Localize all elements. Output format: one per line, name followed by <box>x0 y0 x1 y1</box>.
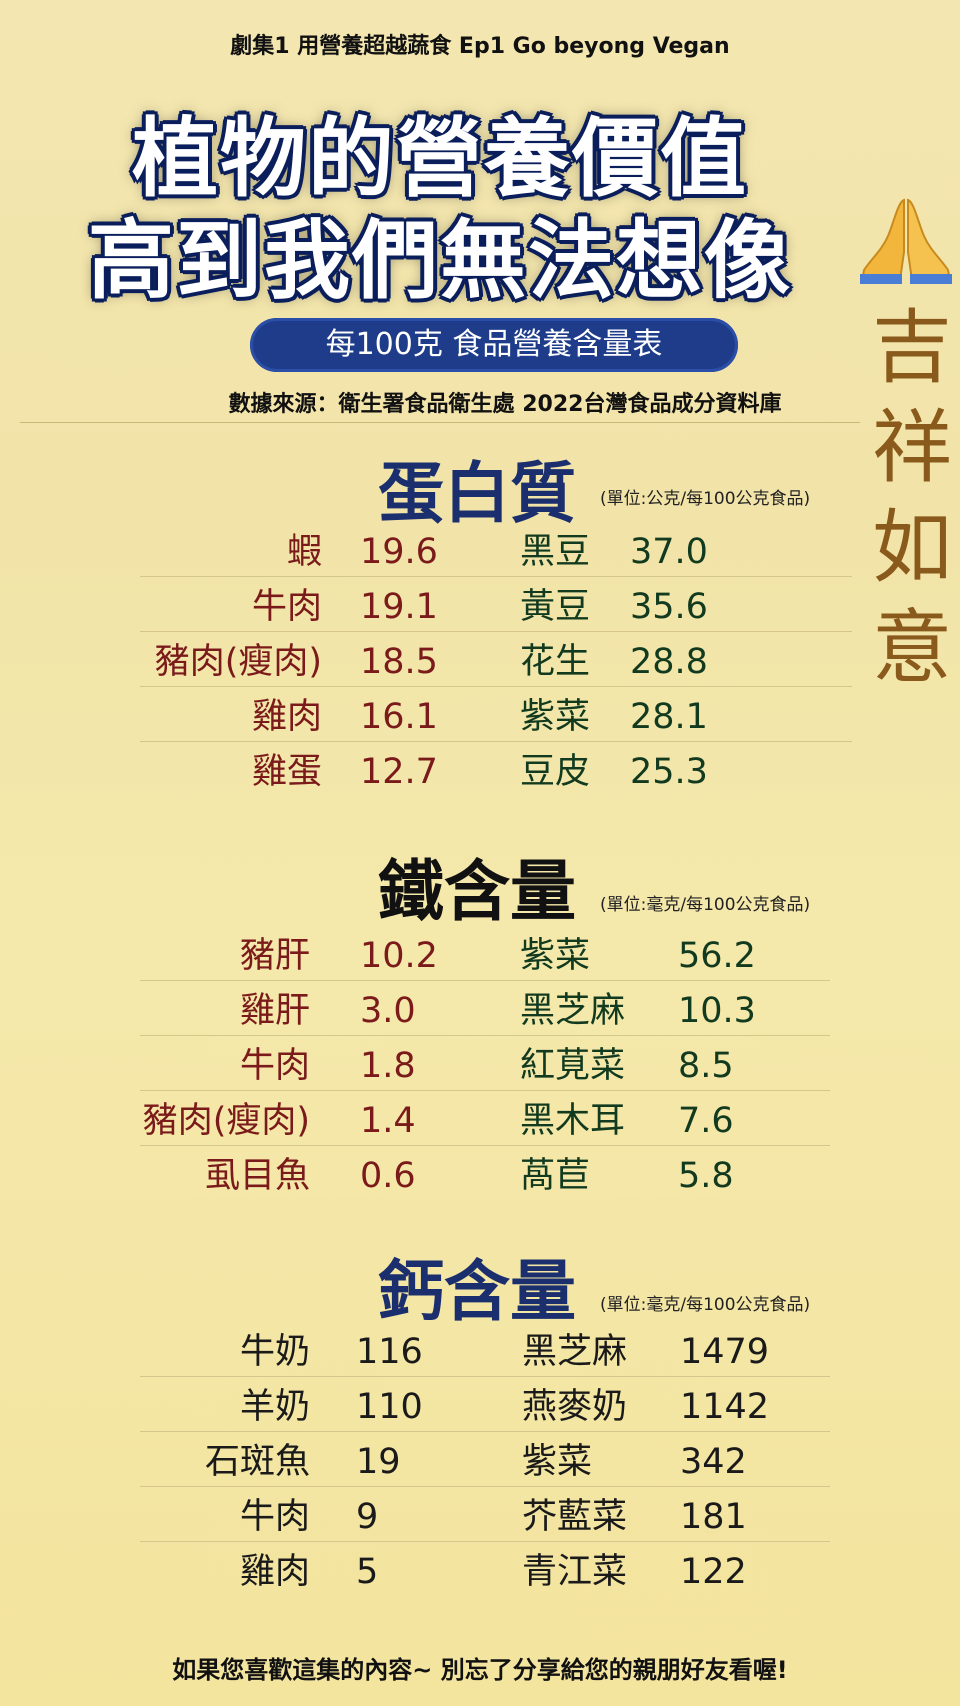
footer-share-text: 如果您喜歡這集的內容~ 別忘了分享給您的親朋好友看喔! <box>172 1656 788 1684</box>
left-food-value: 5 <box>356 1552 379 1592</box>
right-food-name: 黃豆 <box>520 587 591 627</box>
right-food-value: 56.2 <box>678 936 756 976</box>
table-caption-pill: 每100克 食品營養含量表 <box>250 318 738 372</box>
left-food-value: 10.2 <box>360 936 438 976</box>
right-food-name: 燕麥奶 <box>522 1387 628 1427</box>
left-food-value: 19 <box>356 1442 401 1482</box>
left-food-value: 9 <box>356 1497 379 1537</box>
headline-line-1: 植物的營養價值 <box>132 109 748 209</box>
blessing-char: 吉 <box>872 301 952 394</box>
vertical-blessing: 吉 祥 如 意 <box>864 298 960 698</box>
left-food-value: 3.0 <box>360 991 416 1031</box>
right-food-value: 28.8 <box>630 642 708 682</box>
left-food-name: 雞肝 <box>239 991 310 1031</box>
blessing-char: 祥 <box>872 401 952 494</box>
left-food-name: 牛奶 <box>239 1332 310 1372</box>
right-food-name: 花生 <box>520 642 591 682</box>
left-food-value: 0.6 <box>360 1156 416 1196</box>
right-food-value: 25.3 <box>630 752 708 792</box>
left-food-name: 雞蛋 <box>251 752 322 792</box>
right-food-value: 342 <box>680 1442 747 1482</box>
blessing-char: 如 <box>872 501 952 594</box>
right-food-name: 黑豆 <box>520 532 591 572</box>
section-unit: (單位:毫克/每100公克食品) <box>600 895 811 915</box>
praying-hands-icon <box>860 198 952 284</box>
right-food-value: 10.3 <box>678 991 756 1031</box>
left-food-name: 豬肉(瘦肉) <box>142 1101 310 1141</box>
right-food-name: 黑木耳 <box>520 1101 626 1141</box>
left-food-value: 110 <box>356 1387 423 1427</box>
left-food-name: 牛肉 <box>251 587 322 627</box>
right-food-value: 122 <box>680 1552 747 1592</box>
left-food-name: 牛肉 <box>239 1497 310 1537</box>
left-food-value: 12.7 <box>360 752 438 792</box>
left-food-value: 116 <box>356 1332 423 1372</box>
left-food-name: 牛肉 <box>239 1046 310 1086</box>
section-title-calcium: 鈣含量 <box>378 1253 576 1330</box>
row-divider <box>140 741 852 742</box>
left-food-value: 19.6 <box>360 532 438 572</box>
right-food-name: 芥藍菜 <box>522 1497 628 1537</box>
right-food-name: 紫菜 <box>520 936 591 976</box>
row-divider <box>140 631 852 632</box>
section-title-iron: 鐵含量 <box>378 853 576 930</box>
row-divider <box>140 576 852 577</box>
left-food-name: 蝦 <box>286 532 322 572</box>
headline-line-2: 高到我們無法想像 <box>88 211 792 311</box>
right-food-name: 豆皮 <box>520 752 591 792</box>
blessing-char: 意 <box>872 601 952 694</box>
right-food-name: 紫菜 <box>522 1442 593 1482</box>
left-food-value: 18.5 <box>360 642 438 682</box>
left-food-value: 19.1 <box>360 587 438 627</box>
protein-table: 蝦 19.6 黑豆 37.0 牛肉 19.1 黃豆 35.6 豬肉(瘦肉) 18… <box>0 528 960 798</box>
row-divider <box>140 1145 830 1146</box>
left-food-name: 豬肉(瘦肉) <box>154 642 322 682</box>
right-food-value: 7.6 <box>678 1101 734 1141</box>
right-food-name: 青江菜 <box>522 1552 628 1592</box>
left-food-name: 雞肉 <box>251 697 322 737</box>
row-divider <box>140 1376 830 1377</box>
left-food-value: 16.1 <box>360 697 438 737</box>
row-divider <box>140 1431 830 1432</box>
data-source: 數據來源：衛生署食品衛生處 2022台灣食品成分資料庫 <box>228 392 782 417</box>
right-food-value: 1142 <box>680 1387 770 1427</box>
right-food-name: 紅莧菜 <box>520 1046 626 1086</box>
right-food-value: 181 <box>680 1497 747 1537</box>
right-food-name: 黑芝麻 <box>522 1332 628 1372</box>
left-food-name: 石斑魚 <box>204 1442 310 1482</box>
right-food-name: 紫菜 <box>520 697 591 737</box>
right-food-value: 5.8 <box>678 1156 734 1196</box>
section-unit: (單位:毫克/每100公克食品) <box>600 1295 811 1315</box>
divider <box>20 422 860 423</box>
row-divider <box>140 1541 830 1542</box>
row-divider <box>140 1035 830 1036</box>
left-food-name: 豬肝 <box>239 936 310 976</box>
episode-caption: 劇集1 用營養超越蔬食 Ep1 Go beyong Vegan <box>230 34 730 59</box>
left-food-name: 羊奶 <box>239 1387 310 1427</box>
left-food-value: 1.8 <box>360 1046 416 1086</box>
row-divider <box>140 980 830 981</box>
row-divider <box>140 686 852 687</box>
section-title-protein: 蛋白質 <box>378 455 576 532</box>
right-food-value: 28.1 <box>630 697 708 737</box>
right-food-value: 1479 <box>680 1332 770 1372</box>
iron-table: 豬肝 10.2 紫菜 56.2 雞肝 3.0 黑芝麻 10.3 牛肉 1.8 紅… <box>0 932 960 1202</box>
calcium-table: 牛奶 116 黑芝麻 1479 羊奶 110 燕麥奶 1142 石斑魚 19 紫… <box>0 1328 960 1598</box>
left-food-name: 虱目魚 <box>204 1156 310 1196</box>
right-food-value: 37.0 <box>630 532 708 572</box>
left-food-value: 1.4 <box>360 1101 416 1141</box>
right-food-value: 35.6 <box>630 587 708 627</box>
section-unit: (單位:公克/每100公克食品) <box>600 489 811 509</box>
right-food-name: 萵苣 <box>520 1156 591 1196</box>
left-food-name: 雞肉 <box>239 1552 310 1592</box>
right-food-value: 8.5 <box>678 1046 734 1086</box>
row-divider <box>140 1486 830 1487</box>
right-food-name: 黑芝麻 <box>520 991 626 1031</box>
row-divider <box>140 1090 830 1091</box>
